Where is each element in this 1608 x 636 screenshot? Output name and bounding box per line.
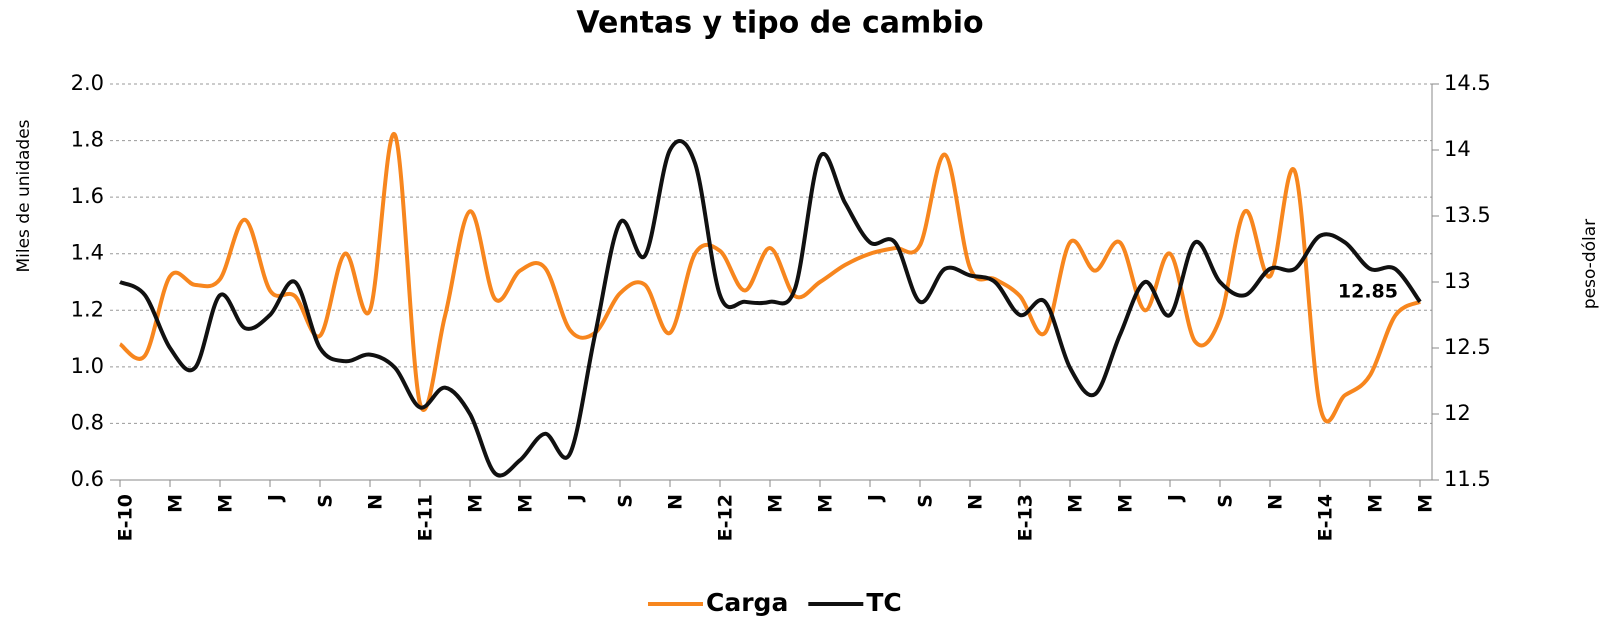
y-tick-label: 1.2 (71, 297, 104, 321)
x-tick-label: M (215, 494, 237, 513)
y2-tick-label: 14.5 (1444, 71, 1491, 95)
y-tick-label: 1.8 (71, 128, 104, 152)
y2-tick-label: 12.5 (1444, 335, 1491, 359)
y-tick-label: 1.4 (71, 241, 104, 265)
y2-tick-label: 12 (1444, 401, 1471, 425)
x-tick-label: E-10 (115, 494, 137, 541)
x-tick-label: M (1065, 494, 1087, 513)
x-tick-label: N (965, 494, 987, 510)
series-line (118, 132, 1421, 424)
y-tick-label: 1.0 (71, 354, 104, 378)
x-tick-label: N (365, 494, 387, 510)
x-tick-label: N (1265, 494, 1287, 510)
x-tick-label: M (765, 494, 787, 513)
y2-axis-label: peso-dólar (1580, 219, 1600, 309)
y2-tick-label: 13 (1444, 269, 1471, 293)
x-tick-label: M (465, 494, 487, 513)
series-line (119, 139, 1422, 478)
chart-title: Ventas y tipo de cambio (576, 6, 983, 41)
x-tick-label: S (315, 494, 337, 508)
x-tick-label: M (815, 494, 837, 513)
x-tick-label: J (865, 494, 887, 503)
y2-tick-label: 13.5 (1444, 203, 1491, 227)
y-tick-label: 1.6 (71, 184, 104, 208)
x-tick-label: J (1165, 494, 1187, 503)
x-tick-label: M (1115, 494, 1137, 513)
x-tick-label: S (1215, 494, 1237, 508)
x-tick-label: S (915, 494, 937, 508)
y-tick-label: 0.8 (71, 410, 104, 434)
legend-label: TC (866, 588, 901, 617)
x-tick-label: E-11 (415, 494, 437, 541)
x-tick-label: M (165, 494, 187, 513)
x-tick-label: J (565, 494, 587, 503)
y2-tick-label: 14 (1444, 137, 1471, 161)
x-tick-label: M (515, 494, 537, 513)
y-tick-label: 0.6 (71, 467, 104, 491)
y2-tick-label: 11.5 (1444, 467, 1491, 491)
y-axis-label: Miles de unidades (14, 119, 34, 272)
x-tick-label: N (665, 494, 687, 510)
legend-label: Carga (706, 588, 788, 617)
y-tick-label: 2.0 (71, 71, 104, 95)
x-tick-label: E-12 (715, 494, 737, 541)
x-tick-label: E-13 (1015, 494, 1037, 541)
x-tick-label: S (615, 494, 637, 508)
data-label: 12.85 (1338, 280, 1398, 302)
x-tick-label: E-14 (1315, 494, 1337, 541)
x-tick-label: M (1365, 494, 1387, 513)
x-tick-label: M (1415, 494, 1437, 513)
x-tick-label: J (265, 494, 287, 503)
